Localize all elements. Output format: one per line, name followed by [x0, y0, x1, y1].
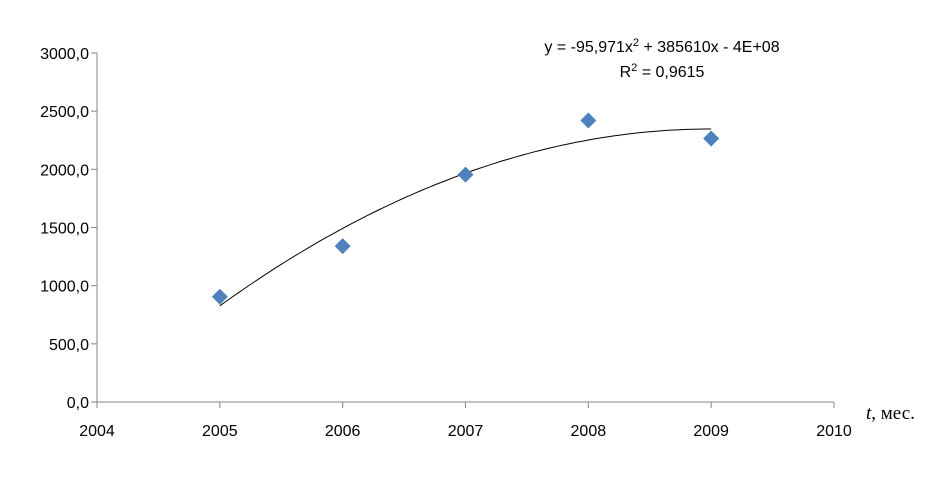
x-tick-label: 2005	[202, 423, 238, 440]
x-tick-label: 2007	[448, 423, 484, 440]
y-tick-label: 500,0	[49, 337, 89, 354]
y-tick-label: 1000,0	[40, 279, 89, 296]
data-point	[703, 130, 720, 147]
y-tick-label: 2000,0	[40, 162, 89, 179]
trendline	[219, 128, 712, 307]
x-tick-label: 2009	[693, 423, 729, 440]
data-point	[580, 112, 597, 129]
x-axis-label: t, мес.	[866, 403, 915, 424]
x-tick-label: 2010	[816, 423, 852, 440]
r-squared-label: R2 = 0,9615	[620, 62, 705, 81]
y-tick-label: 0,0	[67, 395, 89, 412]
y-tick-label: 2500,0	[40, 104, 89, 121]
data-point	[457, 166, 474, 183]
x-tick-label: 2004	[79, 423, 115, 440]
x-tick-label: 2006	[325, 423, 361, 440]
data-point	[211, 288, 228, 305]
x-tick-label: 2008	[571, 423, 607, 440]
y-tick-label: 1500,0	[40, 221, 89, 238]
data-point	[334, 238, 351, 255]
y-tick-label: 3000,0	[40, 46, 89, 63]
trendline-equation: y = -95,971x2 + 385610x - 4E+08	[544, 37, 779, 56]
